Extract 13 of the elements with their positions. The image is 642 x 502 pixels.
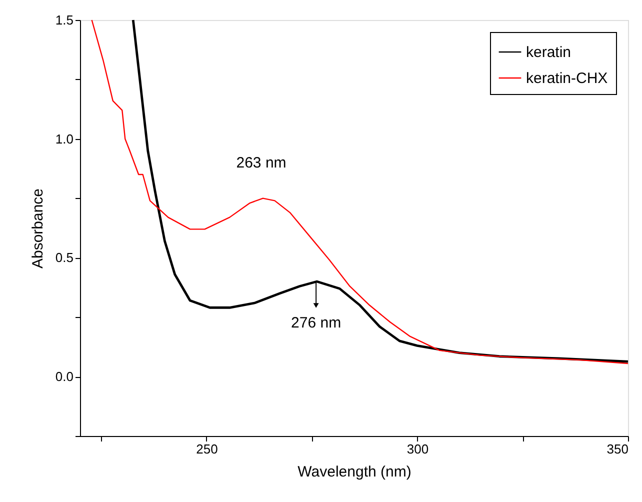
- y-tick-label: 0.0: [55, 369, 74, 384]
- annotation: 263 nm: [236, 154, 286, 172]
- y-tick-label: 0.5: [55, 250, 74, 266]
- y-axis-title: Absorbance: [29, 188, 46, 269]
- x-axis-title: Wavelength (nm): [298, 464, 412, 480]
- annotation: 276 nm: [291, 314, 342, 332]
- legend-label: keratin: [526, 44, 572, 61]
- x-tick-label: 300: [406, 442, 429, 456]
- x-tick-label: 250: [196, 442, 218, 456]
- x-tick-label: 350: [606, 442, 628, 456]
- legend-label: keratin-CHX: [526, 70, 608, 87]
- y-tick-label: 1.5: [55, 12, 74, 28]
- y-tick-label: 1.0: [55, 131, 74, 146]
